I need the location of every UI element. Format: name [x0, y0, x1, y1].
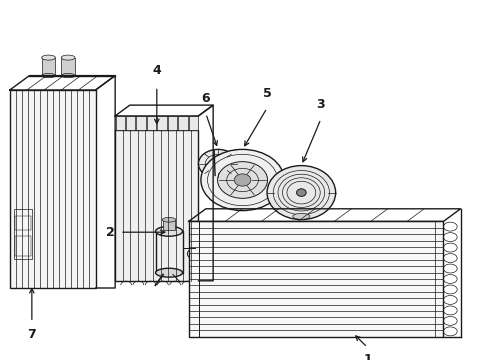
Text: 5: 5: [263, 87, 271, 100]
Bar: [15, 216, 31, 230]
Circle shape: [198, 149, 238, 178]
Bar: [178, 116, 188, 130]
Text: 3: 3: [317, 98, 325, 111]
Ellipse shape: [296, 189, 306, 197]
Bar: [147, 116, 156, 130]
Text: 2: 2: [106, 226, 115, 239]
Bar: [42, 58, 55, 76]
Ellipse shape: [61, 73, 75, 78]
Bar: [115, 130, 198, 281]
Ellipse shape: [156, 268, 182, 277]
Bar: [126, 116, 135, 130]
Ellipse shape: [156, 226, 182, 236]
Text: 1: 1: [363, 353, 372, 360]
Ellipse shape: [293, 213, 310, 219]
Bar: [136, 116, 146, 130]
Bar: [15, 236, 31, 256]
Text: 6: 6: [201, 93, 210, 105]
Ellipse shape: [267, 166, 336, 220]
Bar: [155, 231, 182, 273]
Ellipse shape: [162, 217, 176, 222]
Circle shape: [234, 174, 251, 186]
Bar: [14, 209, 32, 259]
Ellipse shape: [61, 55, 75, 60]
Ellipse shape: [42, 73, 55, 78]
Text: 4: 4: [152, 64, 161, 77]
Circle shape: [201, 149, 284, 211]
Circle shape: [212, 159, 224, 168]
Bar: [189, 116, 198, 130]
Bar: [163, 220, 175, 230]
Bar: [157, 116, 167, 130]
Bar: [189, 221, 443, 337]
Circle shape: [218, 162, 268, 198]
Ellipse shape: [42, 55, 55, 60]
Text: 7: 7: [27, 328, 36, 341]
Bar: [116, 116, 125, 130]
Bar: [213, 253, 219, 266]
Bar: [61, 58, 75, 76]
Bar: [168, 116, 177, 130]
Bar: [10, 90, 96, 288]
